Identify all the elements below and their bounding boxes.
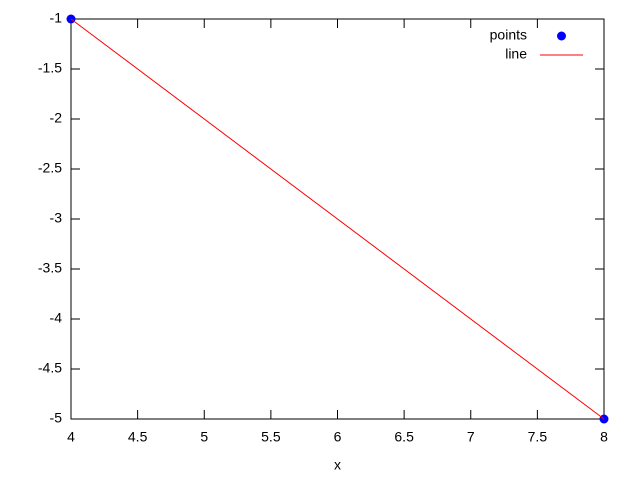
x-tick-label: 5.5 [261, 429, 281, 445]
y-tick-label: -3 [50, 210, 63, 226]
x-tick-label: 7 [467, 429, 475, 445]
x-tick-label: 6 [334, 429, 342, 445]
y-tick-label: -1 [50, 10, 63, 26]
y-tick-label: -2 [50, 110, 63, 126]
plot-border [70, 18, 605, 420]
x-tick-label: 8 [600, 429, 608, 445]
x-tick-label: 5 [200, 429, 208, 445]
y-tick-label: -2.5 [38, 160, 62, 176]
y-tick-label: -3.5 [38, 260, 62, 276]
y-tick-label: -4 [50, 310, 63, 326]
x-tick-label: 7.5 [528, 429, 548, 445]
x-tick-label: 4.5 [128, 429, 148, 445]
x-tick-label: 4 [67, 429, 75, 445]
legend-label: points [490, 27, 527, 43]
legend-label: line [505, 46, 527, 62]
y-tick-label: -1.5 [38, 60, 62, 76]
legend-marker [557, 31, 566, 41]
y-tick-label: -5 [50, 410, 63, 426]
x-axis-label: x [334, 457, 341, 473]
y-tick-label: -4.5 [38, 360, 62, 376]
x-tick-label: 6.5 [394, 429, 414, 445]
data-line [70, 18, 605, 420]
